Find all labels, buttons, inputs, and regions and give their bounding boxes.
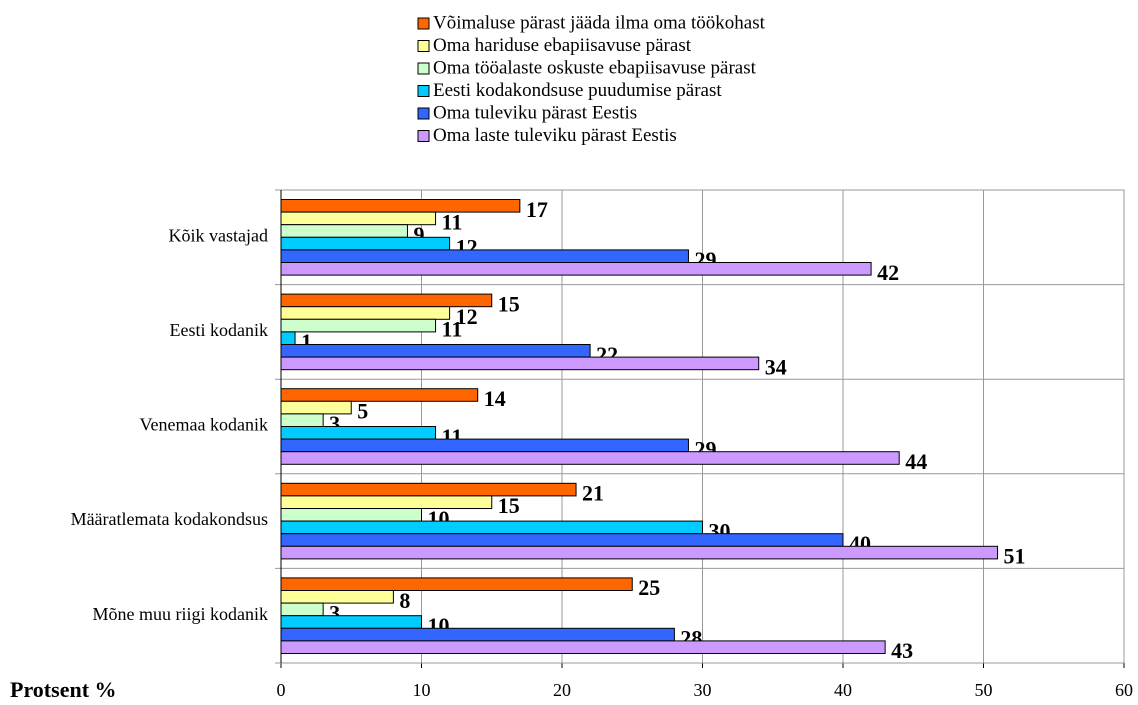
data-label: 21 xyxy=(582,481,604,506)
bar xyxy=(280,451,900,465)
legend-swatch xyxy=(417,62,430,75)
x-tick-label: 0 xyxy=(277,680,286,700)
bar xyxy=(280,306,451,320)
legend-label: Eesti kodakondsuse puudumise pärast xyxy=(433,80,722,101)
data-label: 43 xyxy=(891,638,913,663)
x-tick-label: 40 xyxy=(834,680,852,700)
data-label: 1 xyxy=(301,329,312,354)
data-label: 9 xyxy=(413,222,424,247)
data-label: 15 xyxy=(498,493,520,518)
legend-label: Oma tuleviku pärast Eestis xyxy=(433,102,637,123)
legend-label: Võimaluse pärast jääda ilma oma töökohas… xyxy=(433,12,766,33)
bar xyxy=(280,533,844,547)
x-axis-label: Protsent % xyxy=(10,677,117,702)
x-tick-label: 50 xyxy=(975,680,993,700)
bar xyxy=(280,482,577,497)
bar xyxy=(280,199,521,213)
x-tick-label: 10 xyxy=(413,680,431,700)
bar xyxy=(280,413,324,427)
y-tick-label: Kõik vastajad xyxy=(169,225,268,245)
data-label: 12 xyxy=(456,304,478,329)
data-label: 42 xyxy=(877,260,899,285)
data-label: 8 xyxy=(399,588,410,613)
bar xyxy=(280,224,408,238)
data-label: 11 xyxy=(442,317,463,342)
bar xyxy=(280,545,999,560)
bar xyxy=(280,236,451,251)
data-label: 3 xyxy=(329,411,340,436)
bar xyxy=(280,508,422,522)
y-tick-label: Eesti kodanik xyxy=(170,320,268,340)
bar xyxy=(280,388,479,402)
bar xyxy=(280,640,886,655)
y-tick-label: Mõne muu riigi kodanik xyxy=(93,604,268,624)
bar xyxy=(280,577,633,592)
data-label: 14 xyxy=(484,386,506,411)
data-label: 17 xyxy=(526,197,548,222)
data-label: 15 xyxy=(498,291,520,316)
data-label: 44 xyxy=(905,449,927,474)
legend-swatch xyxy=(417,85,430,97)
data-label: 11 xyxy=(442,209,463,234)
bar xyxy=(280,331,296,345)
bar xyxy=(280,356,760,371)
bar xyxy=(280,590,394,604)
bar xyxy=(280,602,324,617)
bar xyxy=(280,262,872,276)
legend-swatch xyxy=(417,40,430,52)
legend-swatch xyxy=(417,17,430,30)
data-label: 5 xyxy=(357,399,368,424)
legend-label: Oma laste tuleviku pärast Eestis xyxy=(433,125,677,146)
y-tick-label: Venemaa kodanik xyxy=(140,415,268,435)
legend-swatch xyxy=(417,130,430,142)
bar xyxy=(280,249,689,263)
y-tick-label: Määratlemata kodakondsus xyxy=(71,509,268,529)
data-label: 34 xyxy=(765,354,787,379)
bar xyxy=(280,400,352,415)
bar xyxy=(280,520,703,535)
bar xyxy=(280,495,493,509)
x-tick-label: 20 xyxy=(553,680,571,700)
legend-swatch xyxy=(417,107,430,120)
x-tick-label: 30 xyxy=(694,680,712,700)
bar xyxy=(280,438,689,453)
data-label: 25 xyxy=(638,575,660,600)
legend-label: Oma hariduse ebapiisavuse pärast xyxy=(433,35,692,56)
x-tick-label: 60 xyxy=(1115,680,1133,700)
legend-label: Oma tööalaste oskuste ebapiisavuse päras… xyxy=(433,57,757,78)
bar xyxy=(280,627,675,642)
data-label: 3 xyxy=(329,600,340,625)
bar xyxy=(280,615,422,629)
bar xyxy=(280,344,591,358)
bar xyxy=(280,318,437,333)
data-label: 51 xyxy=(1004,544,1026,569)
bar xyxy=(280,211,437,226)
bar xyxy=(280,426,437,440)
